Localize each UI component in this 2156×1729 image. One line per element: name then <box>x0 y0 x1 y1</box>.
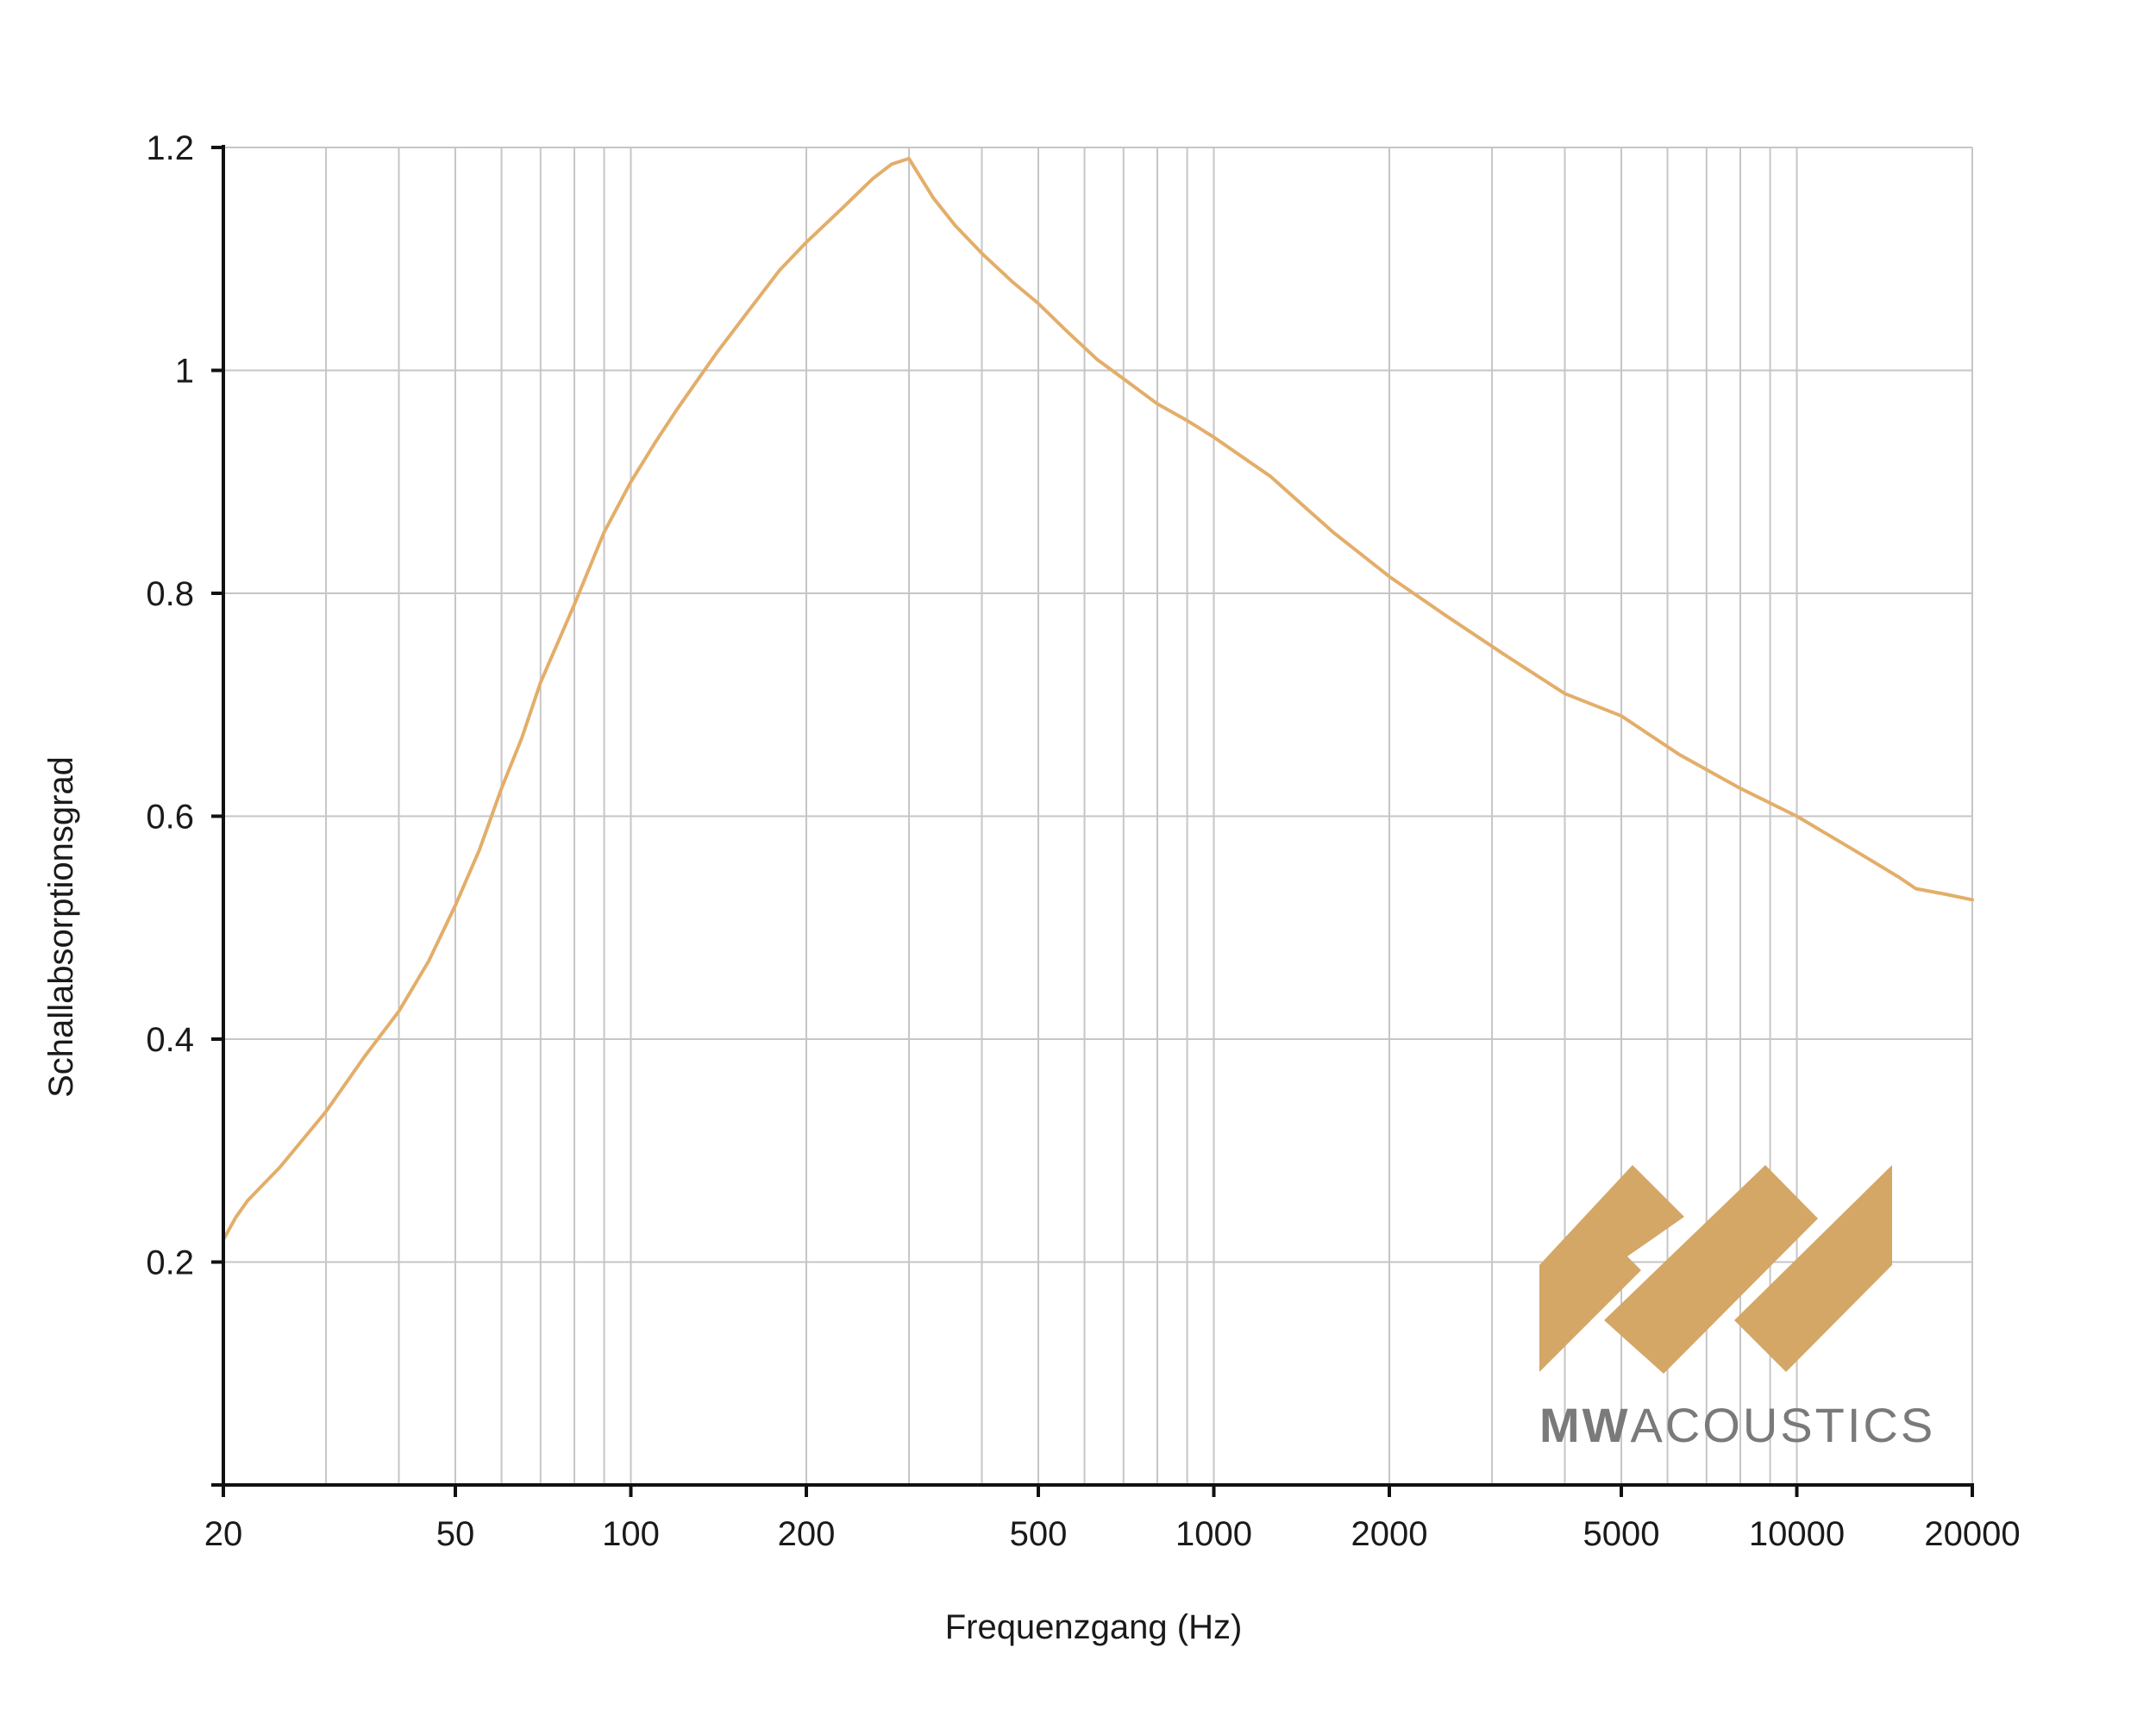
axes: 0.2 0.4 0.6 0.8 1 1.2 20 50 100 200 500 1000 2000 500… <box>146 129 2020 1553</box>
x-axis-title: Frequenzgang (Hz) <box>945 1608 1243 1646</box>
y-tick-label: 1 <box>175 353 194 391</box>
logo-mark-right-icon <box>1734 1165 1892 1372</box>
brand-logo: MWACOUSTICS <box>1539 1165 1935 1452</box>
y-tick-label: 0.8 <box>146 575 194 613</box>
logo-text: MWACOUSTICS <box>1539 1398 1935 1452</box>
y-tick-label: 0.4 <box>146 1021 194 1059</box>
y-tick-label: 1.2 <box>146 129 194 167</box>
x-tick-label: 20000 <box>1924 1515 2020 1553</box>
data-series <box>222 156 1974 1242</box>
y-tick-label: 0.2 <box>146 1244 194 1282</box>
x-tick-label: 50 <box>436 1515 475 1553</box>
logo-text-bold: MW <box>1539 1398 1631 1452</box>
y-tick-label: 0.6 <box>146 799 194 836</box>
x-tick-label: 500 <box>1010 1515 1068 1553</box>
series-line <box>222 156 1974 1242</box>
logo-mark-left-icon <box>1539 1165 1684 1372</box>
x-tick-label: 2000 <box>1351 1515 1428 1553</box>
x-tick-label: 1000 <box>1175 1515 1252 1553</box>
x-tick-label: 200 <box>778 1515 836 1553</box>
logo-mark-middle-icon <box>1604 1165 1818 1374</box>
y-axis-title: Schallabsorptionsgrad <box>42 756 80 1098</box>
x-tick-label: 10000 <box>1749 1515 1845 1553</box>
logo-text-light: ACOUSTICS <box>1631 1398 1936 1452</box>
x-tick-label: 5000 <box>1583 1515 1660 1553</box>
x-tick-label: 100 <box>602 1515 660 1553</box>
x-tick-label: 20 <box>204 1515 243 1553</box>
